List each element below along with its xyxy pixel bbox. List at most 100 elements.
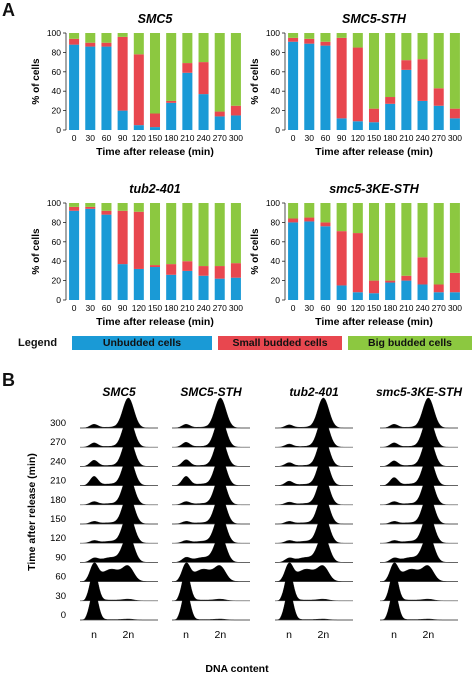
flow-cytometry-profiles: SMC5 SMC5-STH tub2-401 smc5-3KE-STH Time aft… (26, 385, 462, 675)
x-tick-label: 60 (321, 133, 331, 143)
bar-small-budded-cells-30 (85, 42, 96, 47)
y-tick-label: 80 (271, 217, 281, 227)
bar-big-budded-cells-300 (449, 203, 460, 273)
bar-small-budded-cells-60 (101, 42, 112, 47)
y-tick-label: 40 (271, 256, 281, 266)
bar-chart-smc5-3ke-sth: smc5-3KE-STH 0 20 40 60 80 100 % of cells 0 30 60 9… (250, 182, 462, 328)
y-tick-label: 40 (271, 86, 281, 96)
y-tick-label: 60 (52, 67, 62, 77)
bar-small-budded-cells-60 (320, 222, 331, 227)
bar-unbudded-cells-30 (304, 43, 315, 130)
legend-big-budded: Big budded cells (348, 336, 472, 350)
bar-unbudded-cells-210 (401, 69, 412, 130)
y-tick-label: 80 (271, 47, 281, 57)
bar-big-budded-cells-30 (304, 33, 315, 39)
bar-small-budded-cells-120 (352, 233, 363, 293)
y-tick-label: 80 (52, 217, 62, 227)
x-tick-label: 60 (321, 303, 331, 313)
bar-unbudded-cells-240 (198, 275, 209, 300)
x-tick-label: 120 (132, 133, 146, 143)
bar-big-budded-cells-150 (149, 203, 161, 266)
y-tick-label: 100 (266, 198, 280, 208)
bar-small-budded-cells-90 (117, 36, 128, 111)
legend-small-budded: Small budded cells (218, 336, 342, 350)
bar-unbudded-cells-90 (117, 264, 128, 300)
flow-time-label: 240 (50, 456, 66, 467)
bar-big-budded-cells-0 (288, 33, 299, 38)
bar-small-budded-cells-210 (401, 60, 412, 70)
bar-big-budded-cells-120 (352, 33, 363, 48)
flow-x-axis-label: DNA content (205, 663, 269, 675)
bar-big-budded-cells-210 (182, 203, 193, 262)
x-tick-label: 210 (180, 303, 194, 313)
bar-unbudded-cells-300 (449, 292, 460, 300)
legend-title: Legend (18, 337, 58, 349)
y-tick-label: 100 (47, 28, 61, 38)
x-tick-label: 0 (291, 133, 296, 143)
y-axis-label: % of cells (31, 58, 42, 105)
y-tick-label: 80 (52, 47, 62, 57)
bar-small-budded-cells-180 (166, 100, 177, 103)
flow-x-tick-2n: 2n (318, 629, 330, 641)
y-tick-label: 60 (271, 237, 281, 247)
bar-big-budded-cells-240 (198, 33, 209, 63)
legend-small-budded-label: Small budded cells (232, 337, 328, 349)
bar-unbudded-cells-180 (385, 103, 396, 130)
flow-time-label: 180 (50, 495, 66, 506)
bar-unbudded-cells-120 (133, 125, 144, 130)
bar-big-budded-cells-60 (101, 33, 112, 43)
y-tick-label: 20 (52, 106, 62, 116)
x-tick-label: 30 (86, 133, 96, 143)
flow-x-tick-2n: 2n (215, 629, 227, 641)
bar-unbudded-cells-120 (352, 292, 363, 300)
x-tick-label: 30 (305, 133, 315, 143)
bar-unbudded-cells-240 (198, 94, 209, 130)
x-tick-label: 180 (383, 303, 397, 313)
bar-big-budded-cells-180 (166, 33, 177, 101)
x-tick-label: 0 (72, 303, 77, 313)
x-tick-label: 240 (415, 133, 429, 143)
bar-unbudded-cells-300 (449, 118, 460, 130)
bar-big-budded-cells-120 (133, 203, 144, 212)
x-tick-label: 90 (337, 133, 347, 143)
bar-small-budded-cells-60 (320, 41, 331, 46)
x-axis-label: Time after release (min) (96, 316, 214, 328)
bar-unbudded-cells-60 (101, 214, 112, 300)
bar-big-budded-cells-120 (133, 33, 144, 55)
bar-small-budded-cells-30 (304, 38, 315, 44)
bar-big-budded-cells-300 (230, 203, 241, 264)
bar-big-budded-cells-180 (166, 203, 177, 265)
bar-unbudded-cells-210 (182, 270, 193, 300)
bar-small-budded-cells-180 (166, 264, 177, 275)
bar-small-budded-cells-90 (336, 37, 347, 119)
bar-unbudded-cells-60 (101, 46, 112, 130)
bar-unbudded-cells-240 (417, 100, 428, 130)
bar-small-budded-cells-0 (288, 37, 299, 42)
bar-big-budded-cells-30 (304, 203, 315, 218)
flow-x-tick-n: n (391, 629, 397, 641)
bar-small-budded-cells-150 (368, 280, 380, 294)
x-tick-label: 300 (229, 133, 243, 143)
y-tick-label: 100 (266, 28, 280, 38)
bar-chart-tub2-401: tub2-401 0 20 40 60 80 100 % of cells 0 30 60 90 120… (31, 182, 243, 328)
flow-x-tick-n: n (183, 629, 189, 641)
x-axis-label: Time after release (min) (96, 146, 214, 158)
bar-big-budded-cells-300 (230, 33, 241, 106)
bar-unbudded-cells-150 (149, 267, 161, 300)
x-tick-label: 0 (291, 303, 296, 313)
bar-big-budded-cells-60 (320, 33, 331, 42)
bar-small-budded-cells-120 (352, 47, 363, 122)
flow-time-label: 150 (50, 514, 66, 525)
bar-unbudded-cells-30 (304, 221, 315, 300)
x-tick-label: 0 (72, 133, 77, 143)
x-tick-label: 90 (118, 133, 128, 143)
bar-unbudded-cells-240 (417, 284, 428, 300)
bar-big-budded-cells-300 (449, 33, 460, 109)
bar-small-budded-cells-90 (336, 231, 347, 286)
flow-time-label: 210 (50, 476, 66, 487)
flow-profile-smc5-sth-0 (172, 589, 250, 621)
bar-unbudded-cells-60 (320, 45, 331, 130)
legend-unbudded: Unbudded cells (72, 336, 212, 350)
bar-unbudded-cells-270 (433, 292, 444, 300)
